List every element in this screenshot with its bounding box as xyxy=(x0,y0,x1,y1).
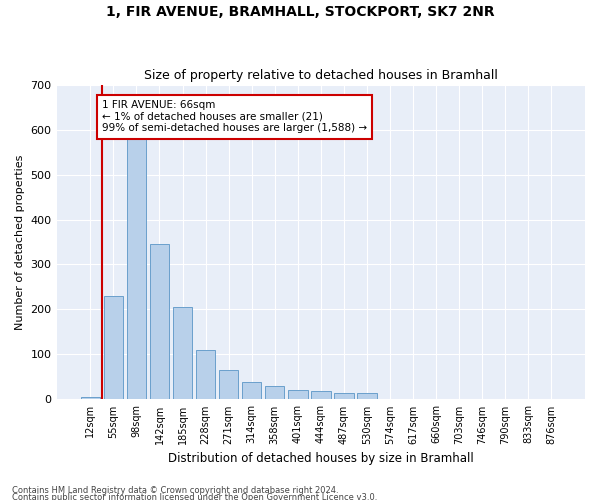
Bar xyxy=(288,390,308,400)
X-axis label: Distribution of detached houses by size in Bramhall: Distribution of detached houses by size … xyxy=(168,452,473,465)
Bar xyxy=(311,392,331,400)
Bar xyxy=(242,382,262,400)
Title: Size of property relative to detached houses in Bramhall: Size of property relative to detached ho… xyxy=(144,69,498,82)
Bar xyxy=(219,370,238,400)
Bar xyxy=(127,120,146,400)
Text: Contains HM Land Registry data © Crown copyright and database right 2024.: Contains HM Land Registry data © Crown c… xyxy=(12,486,338,495)
Text: Contains public sector information licensed under the Open Government Licence v3: Contains public sector information licen… xyxy=(12,494,377,500)
Bar xyxy=(357,392,377,400)
Bar xyxy=(80,397,100,400)
Bar xyxy=(173,307,193,400)
Text: 1, FIR AVENUE, BRAMHALL, STOCKPORT, SK7 2NR: 1, FIR AVENUE, BRAMHALL, STOCKPORT, SK7 … xyxy=(106,5,494,19)
Bar xyxy=(149,244,169,400)
Y-axis label: Number of detached properties: Number of detached properties xyxy=(15,154,25,330)
Text: 1 FIR AVENUE: 66sqm
← 1% of detached houses are smaller (21)
99% of semi-detache: 1 FIR AVENUE: 66sqm ← 1% of detached hou… xyxy=(102,100,367,134)
Bar xyxy=(265,386,284,400)
Bar xyxy=(196,350,215,400)
Bar xyxy=(104,296,123,400)
Bar xyxy=(334,392,353,400)
